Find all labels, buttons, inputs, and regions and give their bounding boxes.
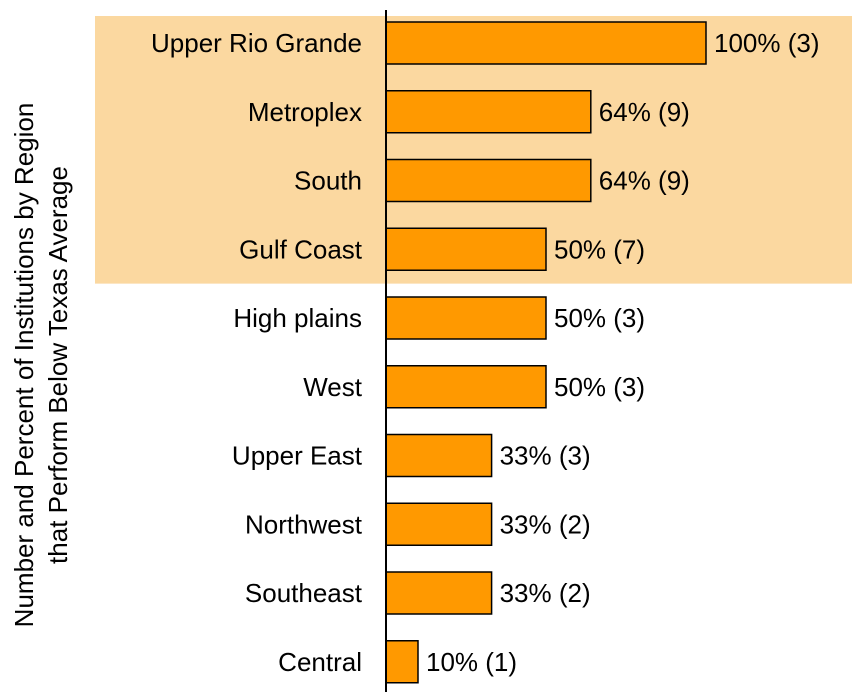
y-axis-title-line-2: that Perform Below Texas Average <box>43 166 73 564</box>
category-label: High plains <box>233 303 362 333</box>
data-label: 64% (9) <box>599 166 690 196</box>
bar-west <box>385 365 547 409</box>
data-label: 50% (7) <box>554 234 645 264</box>
y-axis-title-line-1: Number and Percent of Institutions by Re… <box>9 103 39 628</box>
data-label: 100% (3) <box>714 28 820 58</box>
bar-metroplex <box>385 90 592 134</box>
category-label: Metroplex <box>248 97 362 127</box>
data-label: 50% (3) <box>554 303 645 333</box>
bar-south <box>385 158 592 203</box>
bar-central <box>385 640 419 684</box>
category-label: Northwest <box>245 509 363 539</box>
y-axis-title: Number and Percent of Institutions by Re… <box>9 103 73 628</box>
category-label: Gulf Coast <box>239 234 363 264</box>
bar-northwest <box>385 502 493 546</box>
category-label: South <box>294 166 362 196</box>
data-label: 33% (2) <box>500 578 591 608</box>
data-label: 33% (2) <box>500 509 591 539</box>
category-label: Upper Rio Grande <box>151 28 362 58</box>
bars-layer <box>385 21 707 684</box>
bar-upper-rio-grande <box>385 21 707 65</box>
bar-southeast <box>385 571 493 615</box>
category-labels-layer: Upper Rio Grande Metroplex South Gulf Coast… <box>151 28 363 677</box>
data-label: 50% (3) <box>554 372 645 402</box>
category-label: Southeast <box>245 578 363 608</box>
data-label: 10% (1) <box>426 647 517 677</box>
category-label: West <box>303 372 363 402</box>
category-label: Central <box>278 647 362 677</box>
data-label: 64% (9) <box>599 97 690 127</box>
bar-upper-east <box>385 433 493 478</box>
bar-gulf-coast <box>385 227 547 271</box>
bar-high-plains <box>385 296 547 340</box>
data-labels-layer: 100% (3) 64% (9) 64% (9) 50% (7) 50% (3) 50% … <box>426 28 820 677</box>
category-label: Upper East <box>232 441 363 471</box>
data-label: 33% (3) <box>500 441 591 471</box>
